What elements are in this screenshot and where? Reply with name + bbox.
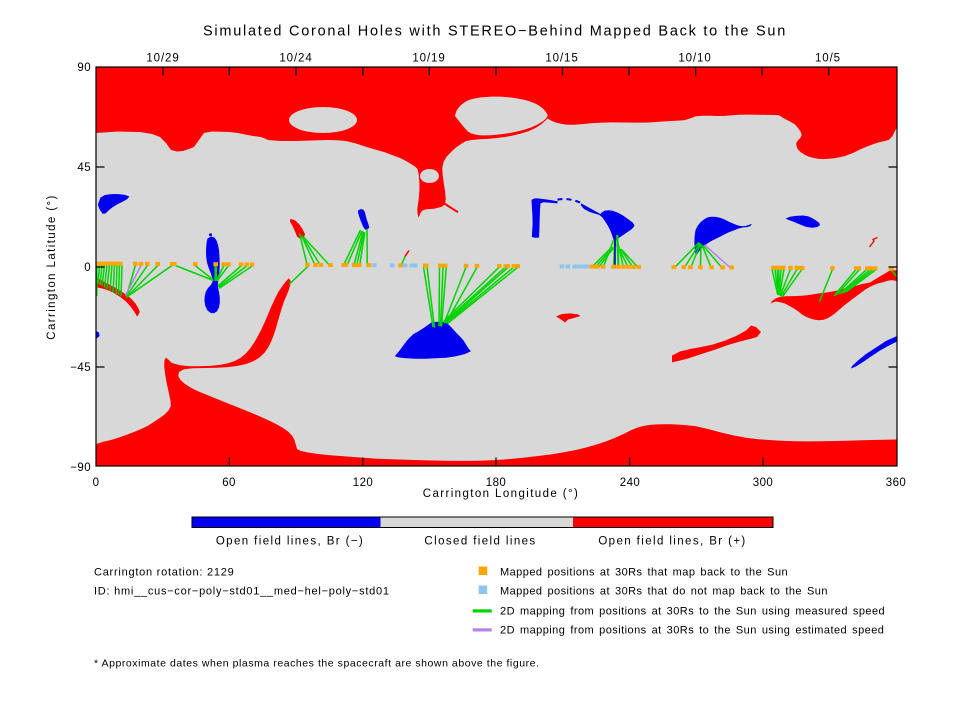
svg-text:10/29: 10/29 [146,53,179,65]
svg-text:10/10: 10/10 [678,53,711,65]
svg-text:2D mapping from positions at 3: 2D mapping from positions at 30Rs to the… [500,625,884,637]
svg-text:Carrington rotation: 2129: Carrington rotation: 2129 [94,567,234,579]
svg-text:300: 300 [753,477,773,489]
svg-text:10/5: 10/5 [815,53,841,65]
svg-text:90: 90 [77,62,91,74]
svg-text:−45: −45 [70,362,91,374]
svg-text:120: 120 [353,477,373,489]
svg-text:Open field lines, Br (−): Open field lines, Br (−) [216,536,364,548]
svg-text:10/19: 10/19 [412,53,445,65]
svg-text:Simulated Coronal Holes with S: Simulated Coronal Holes with STEREO−Behi… [203,24,787,40]
svg-text:Mapped positions at 30Rs that: Mapped positions at 30Rs that do not map… [500,586,828,598]
svg-text:Mapped positions at 30Rs that: Mapped positions at 30Rs that map back t… [500,567,788,579]
svg-text:ID: hmi__cus−cor−poly−std01__m: ID: hmi__cus−cor−poly−std01__med−hel−pol… [94,586,390,598]
svg-text:10/24: 10/24 [279,53,312,65]
svg-text:−90: −90 [70,462,91,474]
svg-text:360: 360 [886,477,906,489]
svg-text:180: 180 [486,477,506,489]
svg-text:60: 60 [222,477,236,489]
svg-text:Carrington Latitude (°): Carrington Latitude (°) [46,194,58,339]
svg-text:0: 0 [84,262,91,274]
svg-text:45: 45 [77,162,91,174]
svg-text:2D mapping from positions at 3: 2D mapping from positions at 30Rs to the… [500,606,885,618]
svg-text:Open field lines, Br (+): Open field lines, Br (+) [598,536,746,548]
svg-text:Closed field lines: Closed field lines [424,536,536,548]
svg-text:0: 0 [93,477,100,489]
svg-text:Carrington Longitude (°): Carrington Longitude (°) [423,488,579,500]
svg-text:10/15: 10/15 [545,53,578,65]
svg-text:* Approximate dates when plasm: * Approximate dates when plasma reaches … [94,658,540,670]
svg-text:240: 240 [620,477,640,489]
